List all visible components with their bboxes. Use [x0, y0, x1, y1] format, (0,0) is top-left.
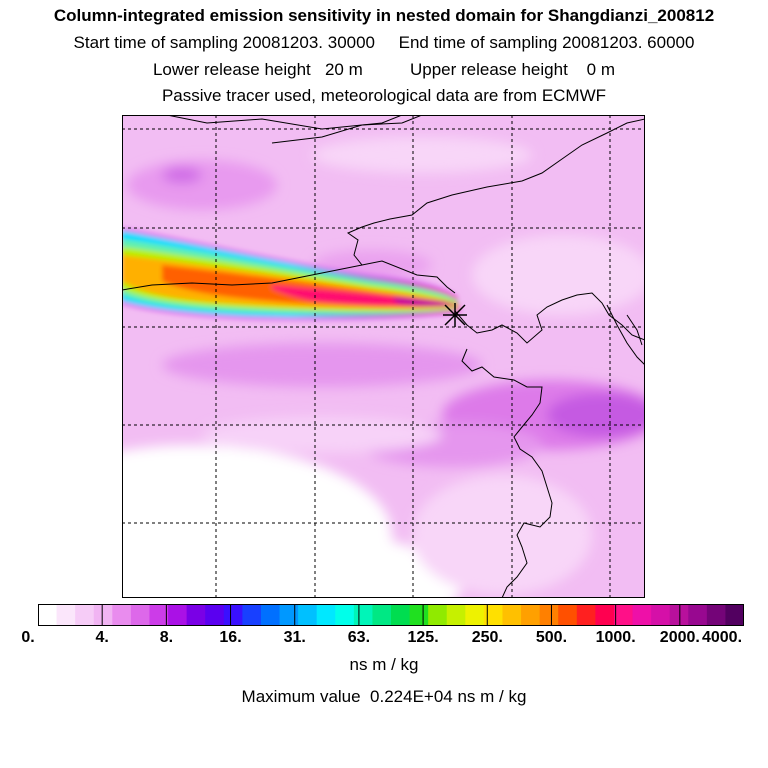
colorbar-tick-label: 4000.	[701, 629, 743, 646]
colorbar-tick-label: 16.	[219, 629, 242, 646]
coastlines-and-borders	[122, 115, 645, 598]
map-frame	[122, 115, 645, 598]
tracer-info-line: Passive tracer used, meteorological data…	[161, 86, 607, 105]
colorbar-swatch	[446, 604, 466, 626]
colorbar-swatch	[428, 604, 448, 626]
colorbar	[38, 604, 744, 626]
colorbar-swatch	[149, 604, 169, 626]
colorbar-swatch	[353, 604, 373, 626]
colorbar-tick-label: 4.	[95, 629, 109, 646]
colorbar-tick-label: 125.	[407, 629, 439, 646]
colorbar-tick-label: 63.	[347, 629, 371, 646]
colorbar-swatch	[483, 604, 503, 626]
lat-lon-gridlines	[122, 115, 645, 598]
colorbar-swatch	[372, 604, 392, 626]
release-height-line: Lower release height 20 m Upper release …	[152, 60, 616, 79]
colorbar-swatch	[93, 604, 113, 626]
colorbar-swatch	[706, 604, 726, 626]
colorbar-swatch	[613, 604, 634, 626]
colorbar-swatch	[669, 604, 689, 626]
colorbar-swatch	[409, 604, 429, 626]
colorbar-tick-label: 250.	[471, 629, 503, 646]
colorbar-swatch	[242, 604, 262, 626]
maximum-value-text: Maximum value 0.224E+04 ns m / kg	[241, 687, 527, 706]
colorbar-tick-label: 0.	[21, 629, 35, 646]
colorbar-swatch	[521, 604, 541, 626]
colorbar-swatch	[391, 604, 411, 626]
sensitivity-map	[122, 115, 645, 598]
colorbar-swatch	[688, 604, 708, 626]
colorbar-tick-label: 8.	[159, 629, 174, 646]
colorbar-swatch	[632, 604, 652, 626]
colorbar-units: ns m / kg	[349, 655, 419, 674]
colorbar-swatch	[335, 604, 355, 626]
colorbar-frame	[38, 604, 744, 626]
colorbar-tick-label: 2000.	[659, 629, 700, 646]
colorbar-swatch	[279, 604, 299, 626]
colorbar-swatch	[576, 604, 596, 626]
colorbar-swatch	[260, 604, 281, 626]
colorbar-swatch	[558, 604, 578, 626]
colorbar-tick-label: 31.	[283, 629, 306, 646]
colorbar-tick-label: 500.	[535, 629, 568, 646]
release-site-marker	[443, 303, 467, 327]
map-canvas	[122, 115, 645, 598]
colorbar-swatch	[223, 604, 243, 626]
colorbar-swatch	[725, 604, 744, 626]
colorbar-swatch	[316, 604, 336, 626]
colorbar-swatch	[38, 604, 58, 626]
colorbar-swatch	[112, 604, 132, 626]
colorbar-tick-label: 1000.	[595, 629, 636, 646]
colorbar-swatch	[205, 604, 225, 626]
sampling-time-line: Start time of sampling 20081203. 30000 E…	[73, 33, 695, 52]
colorbar-swatch	[502, 604, 522, 626]
colorbar-swatch	[75, 604, 95, 626]
colorbar-swatch	[298, 604, 318, 626]
sensitivity-field-patches	[122, 137, 645, 598]
colorbar-swatch	[595, 604, 615, 626]
colorbar-swatch	[539, 604, 559, 626]
colorbar-swatch	[130, 604, 150, 626]
colorbar-swatch	[465, 604, 485, 626]
colorbar-swatch	[186, 604, 206, 626]
colorbar-swatch	[56, 604, 76, 626]
colorbar-swatch	[651, 604, 671, 626]
plot-title: Column-integrated emission sensitivity i…	[53, 6, 715, 25]
colorbar-swatch	[168, 604, 188, 626]
